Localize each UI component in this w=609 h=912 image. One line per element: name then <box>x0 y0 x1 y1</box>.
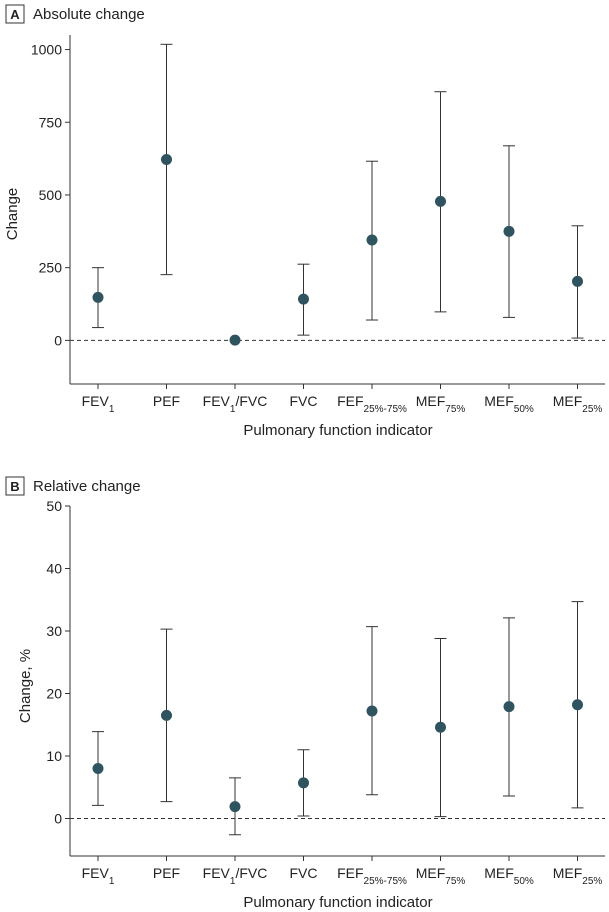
x-axis-title: Pulmonary function indicator <box>243 422 432 439</box>
x-tick-label: FEV1 <box>82 393 115 415</box>
data-point <box>229 801 241 813</box>
y-tick-label: 0 <box>54 332 62 348</box>
data-point <box>298 777 309 789</box>
x-tick-label: FEV1 <box>82 865 115 887</box>
data-point <box>92 291 104 303</box>
data-point <box>503 701 515 713</box>
y-axis-title: Change, % <box>17 649 34 723</box>
x-tick-label: PEF <box>153 393 180 409</box>
panel-letter-box <box>5 476 25 496</box>
data-point <box>366 705 378 717</box>
panel-title: Absolute change <box>33 6 145 23</box>
data-point <box>298 293 309 305</box>
y-tick-label: 30 <box>46 623 62 639</box>
y-tick-label: 750 <box>39 114 63 130</box>
panel-title: Relative change <box>33 478 141 495</box>
x-tick-label: MEF25% <box>553 393 603 415</box>
data-point <box>92 763 104 774</box>
x-axis-title: Pulmonary function indicator <box>243 894 432 911</box>
y-tick-label: 250 <box>39 260 63 276</box>
x-tick-label: MEF50% <box>484 393 534 415</box>
y-tick-label: 20 <box>46 686 62 702</box>
data-point <box>161 153 172 165</box>
y-tick-label: 50 <box>46 498 62 514</box>
data-point <box>435 195 446 207</box>
y-tick-label: 500 <box>39 187 63 203</box>
x-tick-label: FVC <box>290 865 318 881</box>
x-tick-label: FVC <box>290 393 318 409</box>
data-point <box>435 721 446 733</box>
x-tick-label: MEF25% <box>553 865 603 887</box>
panel-absolute-change: A Absolute change Change Pulmonary funct… <box>4 4 605 439</box>
data-point <box>229 334 241 346</box>
panel-letter-box <box>5 4 25 24</box>
x-tick-label: FEV1/FVC <box>203 865 268 887</box>
y-axis-title: Change <box>4 188 21 241</box>
x-tick-label: FEF25%-75% <box>337 393 407 415</box>
panel-letter: B <box>10 479 19 494</box>
y-tick-label: 10 <box>46 748 62 764</box>
data-point <box>572 275 583 287</box>
data-point <box>161 709 172 721</box>
data-point <box>366 234 378 246</box>
data-point <box>572 699 583 711</box>
x-tick-label: FEV1/FVC <box>203 393 268 415</box>
y-tick-label: 1000 <box>31 42 62 58</box>
x-tick-label: MEF75% <box>416 865 466 887</box>
x-tick-label: FEF25%-75% <box>337 865 407 887</box>
x-tick-label: MEF50% <box>484 865 534 887</box>
y-tick-label: 40 <box>46 561 62 577</box>
panel-letter: A <box>10 7 20 22</box>
x-tick-label: PEF <box>153 865 180 881</box>
panel-relative-change: B Relative change Change, % Pulmonary fu… <box>5 476 605 911</box>
y-tick-label: 0 <box>54 811 62 827</box>
x-tick-label: MEF75% <box>416 393 466 415</box>
data-point <box>503 225 515 237</box>
